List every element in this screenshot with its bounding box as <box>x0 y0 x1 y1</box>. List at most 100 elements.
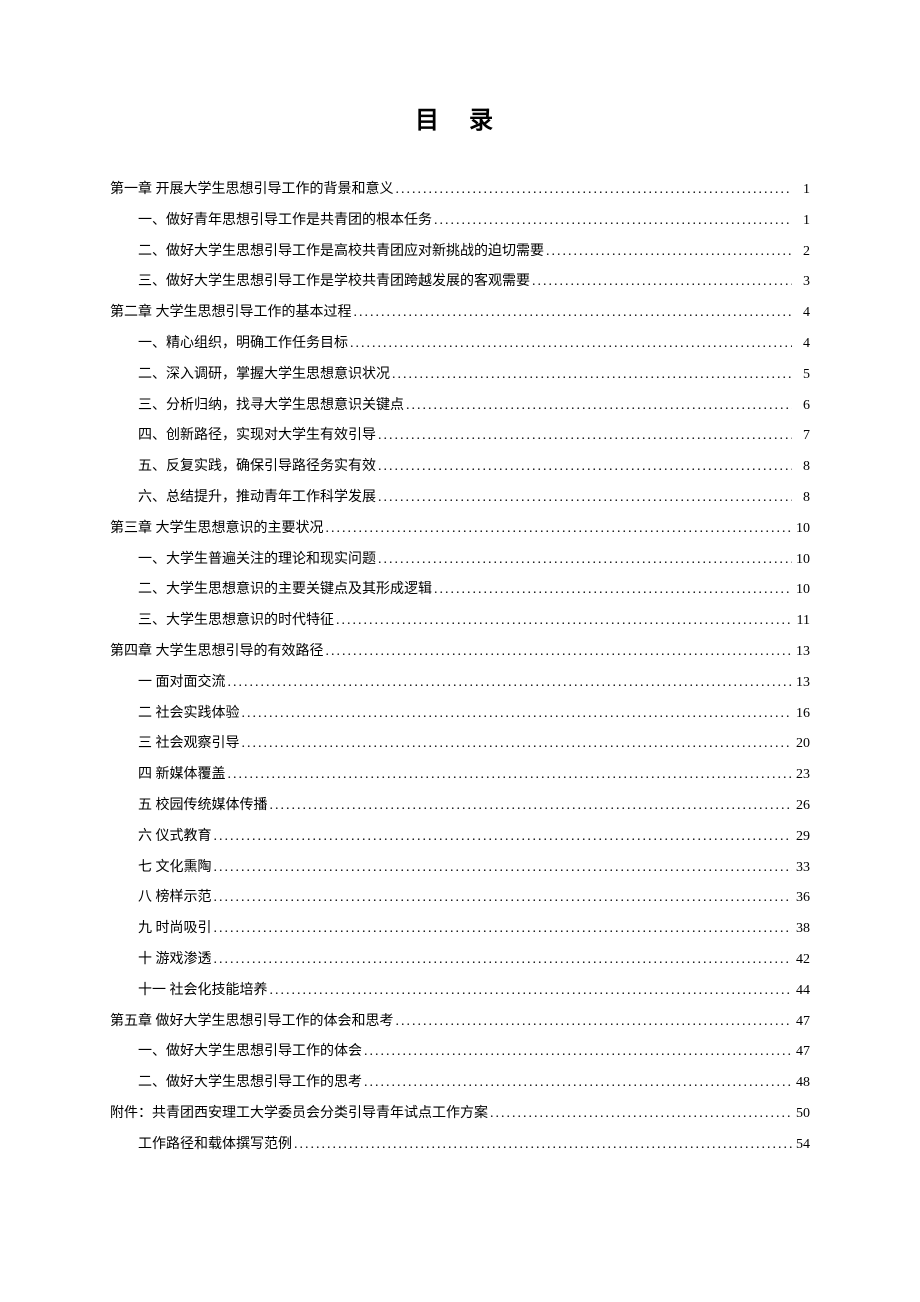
toc-entry: 四、创新路径，实现对大学生有效引导7 <box>110 421 810 452</box>
toc-leader-dots <box>212 822 793 853</box>
toc-leader-dots <box>362 1068 792 1099</box>
toc-page-number: 44 <box>792 976 810 1007</box>
toc-page-number: 5 <box>792 360 810 391</box>
toc-entry: 二 社会实践体验16 <box>110 699 810 730</box>
toc-entry: 二、深入调研，掌握大学生思想意识状况 5 <box>110 360 810 391</box>
toc-entry: 四 新媒体覆盖 23 <box>110 760 810 791</box>
toc-page-number: 8 <box>792 452 810 483</box>
toc-entry: 十一 社会化技能培养 44 <box>110 976 810 1007</box>
toc-entry-text: 十一 社会化技能培养 <box>138 976 268 1007</box>
toc-entry-text: 六、总结提升，推动青年工作科学发展 <box>138 483 376 514</box>
table-of-contents: 第一章 开展大学生思想引导工作的背景和意义1一、做好青年思想引导工作是共青团的根… <box>110 175 810 1161</box>
toc-entry: 六、总结提升，推动青年工作科学发展 8 <box>110 483 810 514</box>
toc-page-number: 47 <box>792 1007 810 1038</box>
toc-entry: 九 时尚吸引38 <box>110 914 810 945</box>
toc-entry-text: 一、大学生普遍关注的理论和现实问题 <box>138 545 376 576</box>
toc-entry: 一、大学生普遍关注的理论和现实问题10 <box>110 545 810 576</box>
toc-page-number: 42 <box>792 945 810 976</box>
toc-entry-text: 三、大学生思想意识的时代特征 <box>138 606 334 637</box>
toc-entry: 第一章 开展大学生思想引导工作的背景和意义1 <box>110 175 810 206</box>
toc-page-number: 20 <box>792 729 810 760</box>
toc-page-number: 2 <box>792 237 810 268</box>
toc-leader-dots <box>226 668 793 699</box>
toc-leader-dots <box>376 483 792 514</box>
toc-page-number: 48 <box>792 1068 810 1099</box>
toc-entry: 一 面对面交流 13 <box>110 668 810 699</box>
toc-leader-dots <box>212 945 793 976</box>
toc-entry-text: 三 社会观察引导 <box>138 729 240 760</box>
toc-page-number: 29 <box>792 822 810 853</box>
toc-leader-dots <box>292 1130 792 1161</box>
toc-entry: 一、做好大学生思想引导工作的体会 47 <box>110 1037 810 1068</box>
toc-entry-text: 二 社会实践体验 <box>138 699 240 730</box>
toc-entry-text: 二、深入调研，掌握大学生思想意识状况 <box>138 360 390 391</box>
toc-page-number: 47 <box>792 1037 810 1068</box>
toc-entry: 第二章 大学生思想引导工作的基本过程4 <box>110 298 810 329</box>
toc-leader-dots <box>334 606 792 637</box>
toc-page-number: 26 <box>792 791 810 822</box>
toc-entry-text: 十 游戏渗透 <box>138 945 212 976</box>
toc-page-number: 36 <box>792 883 810 914</box>
toc-entry: 二、做好大学生思想引导工作的思考 48 <box>110 1068 810 1099</box>
toc-leader-dots <box>240 699 793 730</box>
toc-entry-text: 一、做好大学生思想引导工作的体会 <box>138 1037 362 1068</box>
toc-leader-dots <box>394 175 793 206</box>
toc-page-number: 23 <box>792 760 810 791</box>
toc-page-number: 33 <box>792 853 810 884</box>
toc-entry-text: 一、做好青年思想引导工作是共青团的根本任务 <box>138 206 432 237</box>
toc-entry-text: 五 校园传统媒体传播 <box>138 791 268 822</box>
toc-leader-dots <box>376 545 792 576</box>
toc-entry-text: 六 仪式教育 <box>138 822 212 853</box>
toc-entry-text: 八 榜样示范 <box>138 883 212 914</box>
toc-page-number: 13 <box>792 668 810 699</box>
toc-entry-text: 二、大学生思想意识的主要关键点及其形成逻辑 <box>138 575 432 606</box>
toc-page-number: 4 <box>792 329 810 360</box>
toc-page-number: 50 <box>792 1099 810 1130</box>
toc-entry-text: 二、做好大学生思想引导工作的思考 <box>138 1068 362 1099</box>
toc-entry: 二、大学生思想意识的主要关键点及其形成逻辑 10 <box>110 575 810 606</box>
toc-page-number: 10 <box>792 575 810 606</box>
toc-entry-text: 四 新媒体覆盖 <box>138 760 226 791</box>
toc-entry-text: 第四章 大学生思想引导的有效路径 <box>110 637 324 668</box>
toc-entry-text: 一 面对面交流 <box>138 668 226 699</box>
toc-entry: 附件：共青团西安理工大学委员会分类引导青年试点工作方案 50 <box>110 1099 810 1130</box>
toc-leader-dots <box>404 391 792 422</box>
toc-leader-dots <box>432 575 792 606</box>
toc-leader-dots <box>544 237 792 268</box>
toc-leader-dots <box>376 421 792 452</box>
toc-entry-text: 七 文化熏陶 <box>138 853 212 884</box>
toc-leader-dots <box>390 360 792 391</box>
toc-entry: 八 榜样示范 36 <box>110 883 810 914</box>
toc-page-number: 10 <box>792 514 810 545</box>
toc-leader-dots <box>348 329 792 360</box>
toc-page-number: 7 <box>792 421 810 452</box>
toc-entry: 六 仪式教育 29 <box>110 822 810 853</box>
toc-leader-dots <box>212 914 793 945</box>
toc-entry: 七 文化熏陶 33 <box>110 853 810 884</box>
toc-page-number: 1 <box>792 206 810 237</box>
toc-entry: 第五章 做好大学生思想引导工作的体会和思考47 <box>110 1007 810 1038</box>
toc-entry: 一、精心组织，明确工作任务目标 4 <box>110 329 810 360</box>
toc-leader-dots <box>352 298 793 329</box>
toc-entry-text: 九 时尚吸引 <box>138 914 212 945</box>
toc-entry-text: 工作路径和载体撰写范例 <box>138 1130 292 1161</box>
toc-page-number: 8 <box>792 483 810 514</box>
toc-entry-text: 一、精心组织，明确工作任务目标 <box>138 329 348 360</box>
toc-page-number: 3 <box>792 267 810 298</box>
toc-leader-dots <box>212 853 793 884</box>
toc-leader-dots <box>226 760 793 791</box>
toc-entry-text: 附件：共青团西安理工大学委员会分类引导青年试点工作方案 <box>110 1099 488 1130</box>
toc-leader-dots <box>268 976 793 1007</box>
toc-entry: 三 社会观察引导 20 <box>110 729 810 760</box>
toc-leader-dots <box>212 883 793 914</box>
toc-entry: 三、做好大学生思想引导工作是学校共青团跨越发展的客观需要3 <box>110 267 810 298</box>
toc-entry: 第三章 大学生思想意识的主要状况10 <box>110 514 810 545</box>
toc-entry-text: 三、分析归纳，找寻大学生思想意识关键点 <box>138 391 404 422</box>
toc-entry: 二、做好大学生思想引导工作是高校共青团应对新挑战的迫切需要2 <box>110 237 810 268</box>
toc-leader-dots <box>530 267 792 298</box>
toc-entry-text: 五、反复实践，确保引导路径务实有效 <box>138 452 376 483</box>
toc-entry: 五 校园传统媒体传播 26 <box>110 791 810 822</box>
toc-leader-dots <box>362 1037 792 1068</box>
toc-entry: 十 游戏渗透 42 <box>110 945 810 976</box>
toc-entry: 三、大学生思想意识的时代特征11 <box>110 606 810 637</box>
